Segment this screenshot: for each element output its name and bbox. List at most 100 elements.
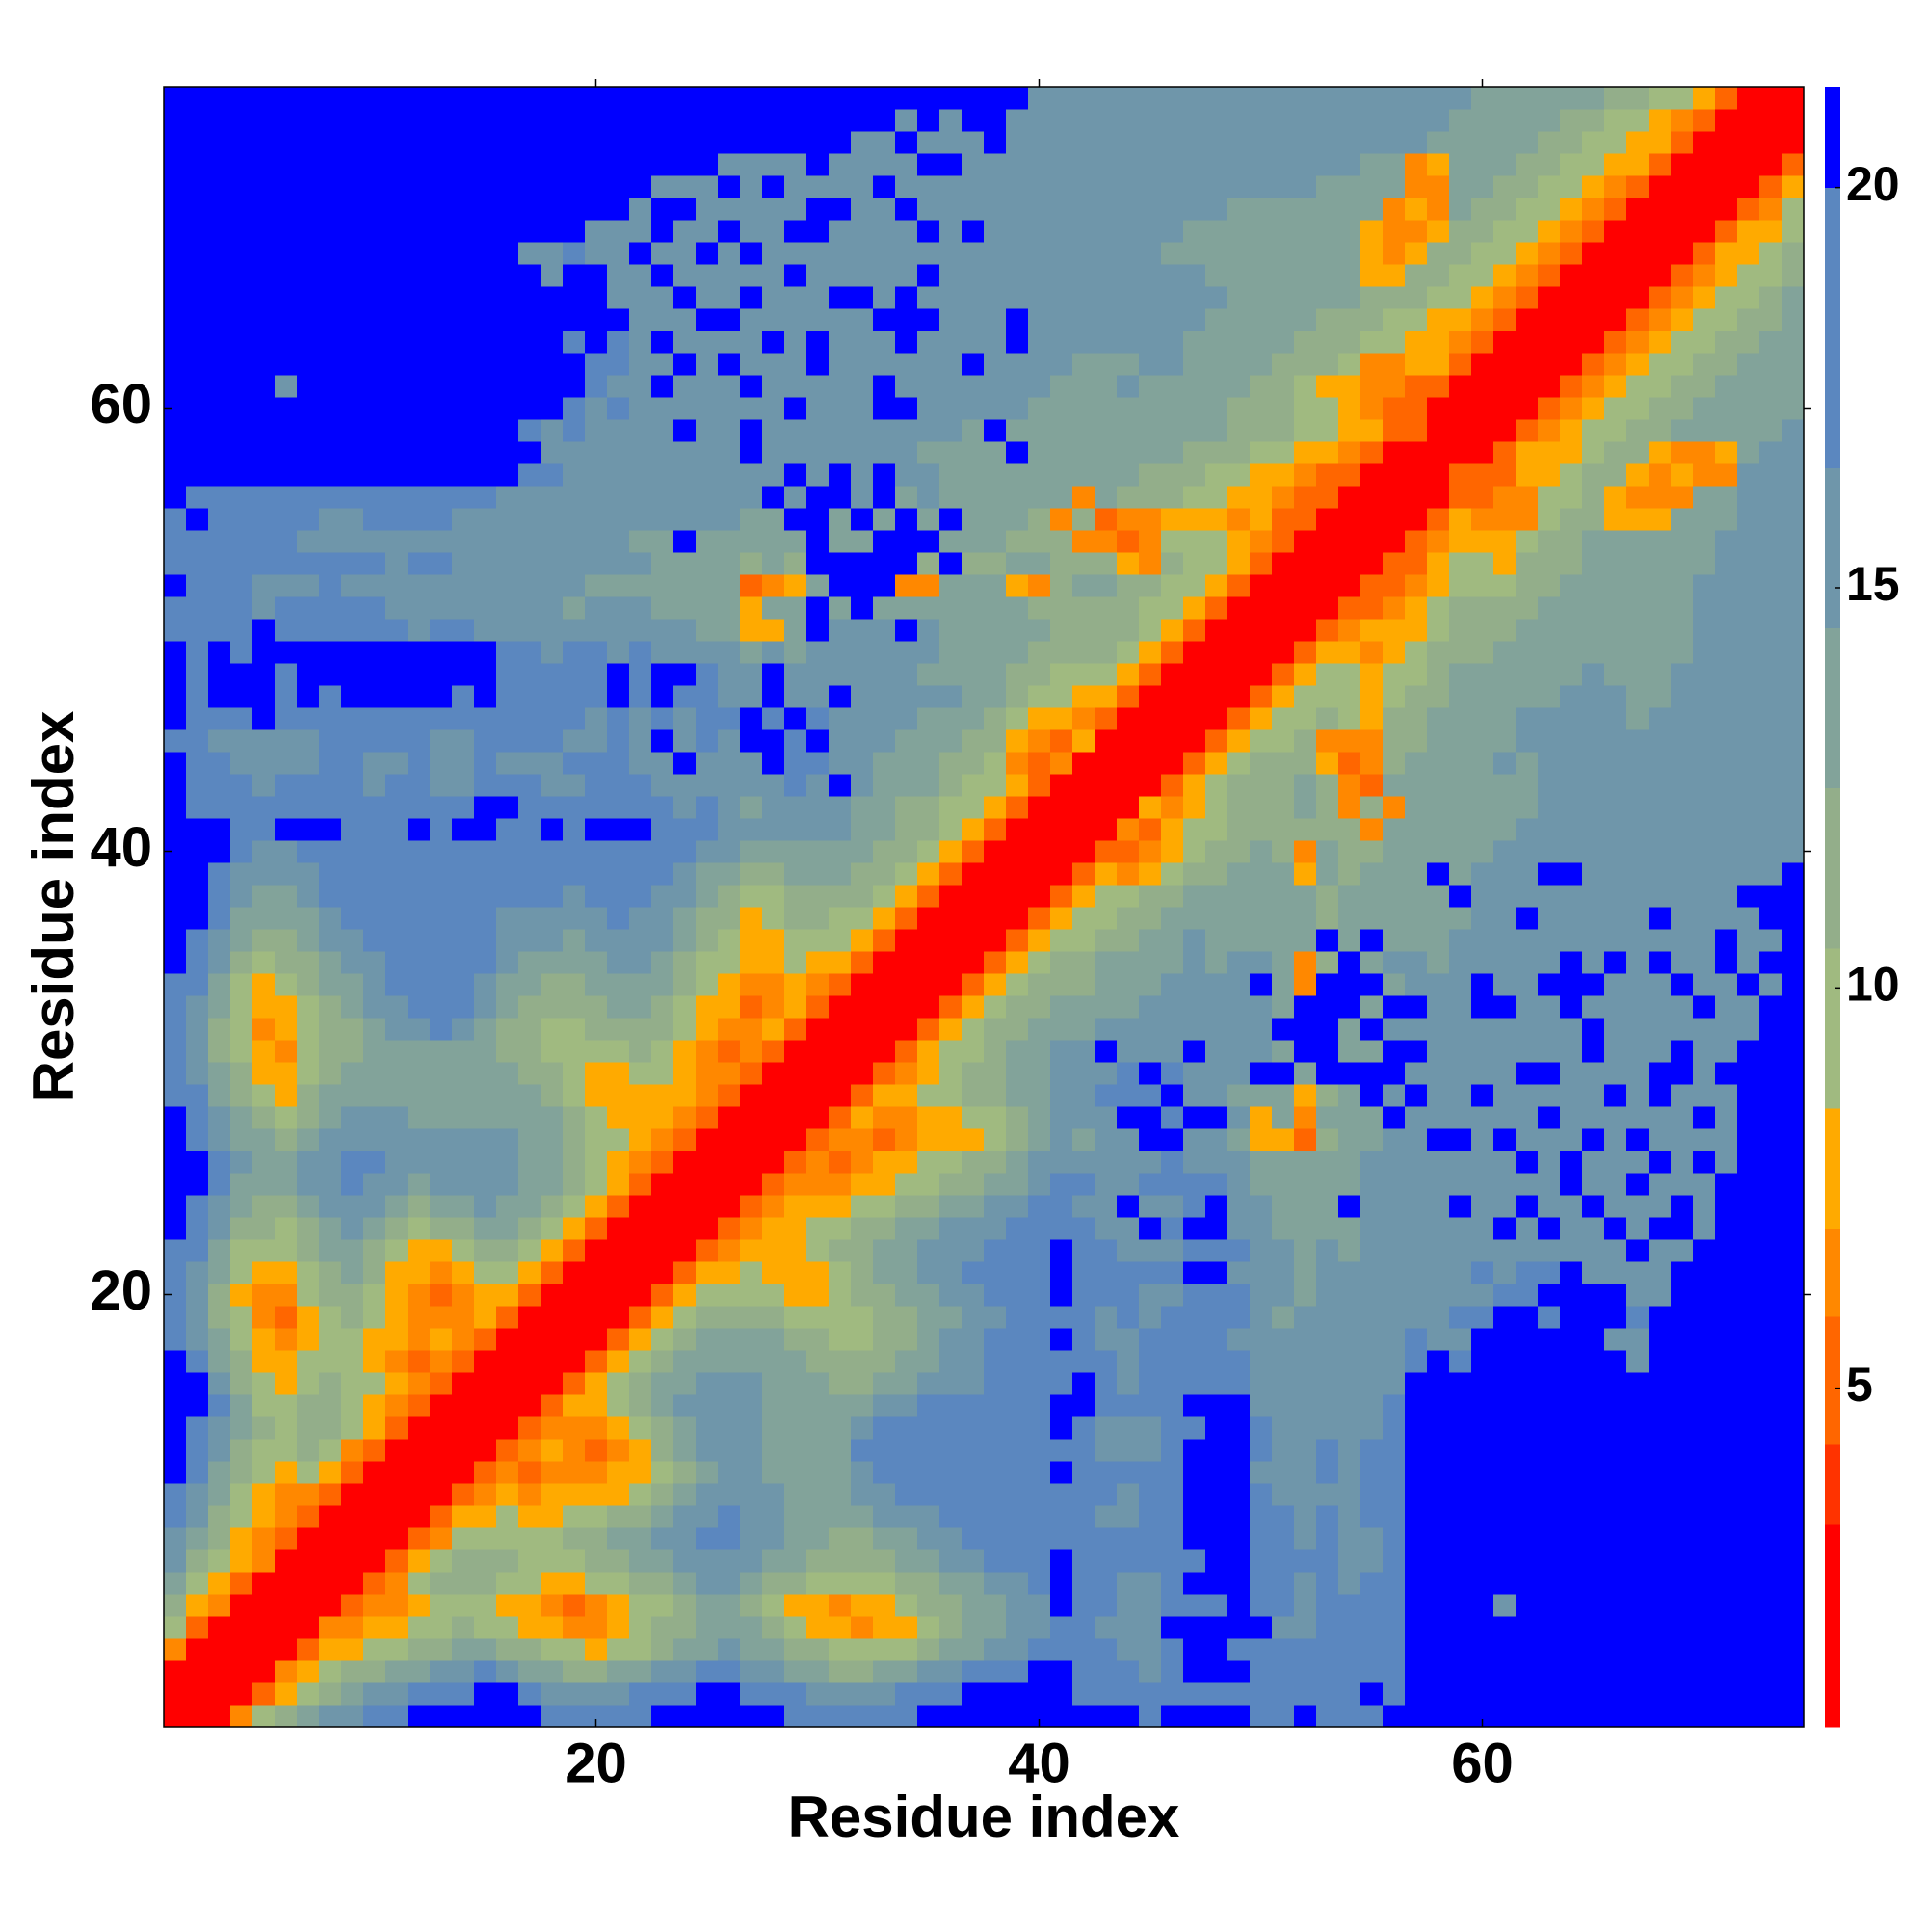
heatmap-cell <box>297 729 320 753</box>
heatmap-cell <box>1161 486 1184 509</box>
heatmap-cell <box>806 707 830 730</box>
heatmap-cell <box>1139 1040 1162 1063</box>
heatmap-cell <box>297 486 320 509</box>
heatmap-cell <box>984 1483 1007 1506</box>
heatmap-cell <box>363 574 386 597</box>
heatmap-cell <box>186 596 209 620</box>
heatmap-cell <box>585 1416 608 1440</box>
heatmap-cell <box>430 308 453 331</box>
heatmap-cell <box>1028 707 1051 730</box>
heatmap-cell <box>430 1527 453 1550</box>
heatmap-cell <box>208 729 231 753</box>
heatmap-cell <box>895 685 918 708</box>
heatmap-cell <box>208 486 231 509</box>
heatmap-cell <box>452 796 475 819</box>
heatmap-cell <box>275 1594 298 1617</box>
heatmap-cell <box>1227 397 1251 420</box>
heatmap-cell <box>518 929 541 952</box>
heatmap-cell <box>1383 840 1406 863</box>
heatmap-cell <box>1183 1151 1206 1174</box>
heatmap-cell <box>385 619 409 642</box>
heatmap-cell <box>1649 885 1672 908</box>
heatmap-cell <box>1538 840 1561 863</box>
heatmap-cell <box>1338 1505 1361 1528</box>
heatmap-cell <box>762 264 785 287</box>
heatmap-cell <box>1294 641 1317 664</box>
heatmap-cell <box>1250 264 1273 287</box>
heatmap-cell <box>1183 1416 1206 1440</box>
heatmap-cell <box>984 242 1007 265</box>
heatmap-cell <box>1272 419 1295 442</box>
heatmap-cell <box>1117 508 1140 531</box>
heatmap-cell <box>1671 353 1694 376</box>
heatmap-cell <box>740 752 763 775</box>
heatmap-cell <box>629 1572 652 1595</box>
heatmap-cell <box>762 198 785 221</box>
heatmap-cell <box>1693 663 1716 686</box>
heatmap-cell <box>1050 840 1073 863</box>
heatmap-cell <box>1604 951 1627 974</box>
heatmap-cell <box>740 153 763 176</box>
heatmap-cell <box>740 862 763 886</box>
heatmap-cell <box>1360 1461 1384 1484</box>
heatmap-cell <box>1139 530 1162 553</box>
heatmap-cell <box>1560 508 1583 531</box>
heatmap-cell <box>762 796 785 819</box>
heatmap-cell <box>1538 796 1561 819</box>
heatmap-cell <box>164 1660 187 1683</box>
heatmap-cell <box>474 1549 497 1573</box>
heatmap-cell <box>1117 641 1140 664</box>
heatmap-cell <box>518 1483 541 1506</box>
heatmap-cell <box>1427 1106 1450 1129</box>
heatmap-cell <box>1538 486 1561 509</box>
heatmap-cell <box>917 1682 940 1706</box>
heatmap-cell <box>518 1040 541 1063</box>
heatmap-cell <box>518 707 541 730</box>
heatmap-cell <box>297 1239 320 1262</box>
heatmap-cell <box>1028 1527 1051 1550</box>
heatmap-cell <box>1516 463 1539 487</box>
heatmap-cell <box>1604 1084 1627 1107</box>
heatmap-cell <box>541 1372 564 1395</box>
heatmap-cell <box>873 1461 896 1484</box>
heatmap-cell <box>1471 1306 1494 1329</box>
heatmap-cell <box>718 752 741 775</box>
heatmap-cell <box>1449 1660 1472 1683</box>
heatmap-cell <box>1560 707 1583 730</box>
heatmap-cell <box>408 685 431 708</box>
heatmap-cell <box>1028 596 1051 620</box>
heatmap-cell <box>585 1461 608 1484</box>
heatmap-cell <box>1649 1151 1672 1174</box>
heatmap-cell <box>1427 331 1450 354</box>
heatmap-cell <box>1405 707 1428 730</box>
heatmap-cell <box>563 375 586 398</box>
heatmap-cell <box>895 1461 918 1484</box>
heatmap-cell <box>496 1416 519 1440</box>
heatmap-cell <box>186 486 209 509</box>
heatmap-cell <box>1604 1527 1627 1550</box>
heatmap-cell <box>696 862 719 886</box>
heatmap-cell <box>806 1549 830 1573</box>
heatmap-cell <box>319 331 342 354</box>
heatmap-cell <box>984 885 1007 908</box>
heatmap-cell <box>851 331 874 354</box>
heatmap-cell <box>1095 220 1118 243</box>
heatmap-cell <box>252 619 276 642</box>
heatmap-cell <box>1427 1261 1450 1284</box>
heatmap-cell <box>1272 331 1295 354</box>
heatmap-cell <box>1427 1439 1450 1462</box>
heatmap-cell <box>1471 1483 1494 1506</box>
heatmap-cell <box>275 1705 298 1728</box>
heatmap-cell <box>1604 752 1627 775</box>
heatmap-cell <box>275 1261 298 1284</box>
heatmap-cell <box>851 574 874 597</box>
heatmap-cell <box>1649 862 1672 886</box>
heatmap-cell <box>895 1394 918 1417</box>
heatmap-cell <box>1449 840 1472 863</box>
heatmap-cell <box>1161 1394 1184 1417</box>
heatmap-cell <box>385 308 409 331</box>
heatmap-cell <box>917 995 940 1019</box>
heatmap-cell <box>518 1328 541 1351</box>
heatmap-cell <box>1250 308 1273 331</box>
heatmap-cell <box>1582 1439 1605 1462</box>
